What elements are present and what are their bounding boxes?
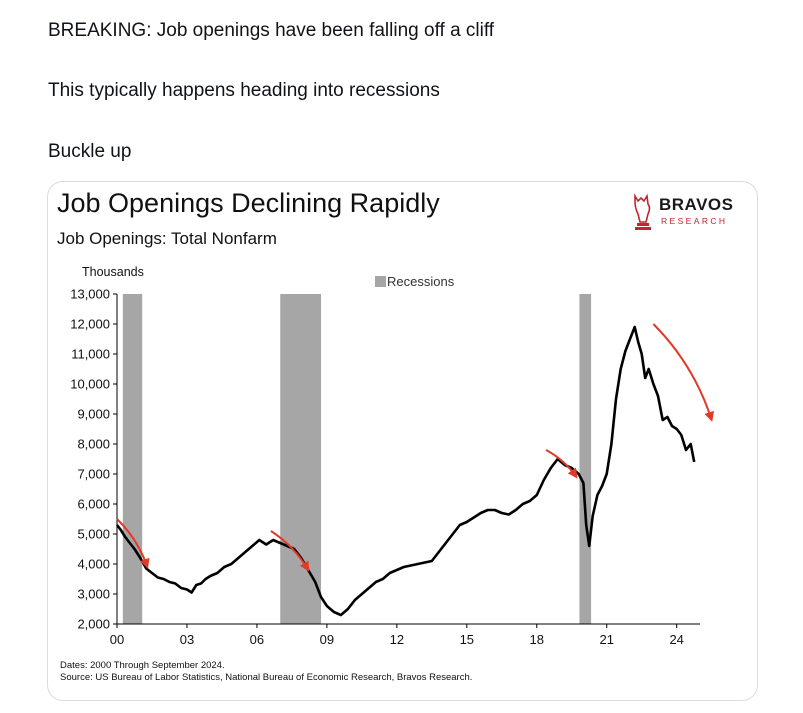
y-tick-label: 10,000: [70, 377, 110, 392]
job-openings-chart: 2,000 3,000 4,000 5,000 6,000 7,000 8,000 9,000…: [70, 265, 714, 647]
brand-subtitle: RESEARCH: [661, 216, 728, 226]
y-tick-label: 6,000: [77, 497, 110, 512]
y-tick-label: 12,000: [70, 317, 110, 332]
x-tick-label: 21: [599, 632, 613, 647]
chart-image-card[interactable]: Job Openings Declining Rapidly Job Openi…: [47, 181, 758, 701]
legend-swatch-recessions: [375, 276, 386, 287]
x-tick-label: 09: [320, 632, 334, 647]
x-tick-label: 24: [669, 632, 683, 647]
trend-arrow-2: [270, 530, 310, 572]
brand-name: BRAVOS: [659, 195, 734, 214]
bull-chess-knight-icon: [634, 193, 651, 230]
chart-subtitle: Job Openings: Total Nonfarm: [57, 229, 277, 248]
y-tick-label: 7,000: [77, 467, 110, 482]
y-tick-label: 9,000: [77, 407, 110, 422]
y-tick-label: 8,000: [77, 437, 110, 452]
y-tick-label: 13,000: [70, 287, 110, 302]
tweet-text-line-1: BREAKING: Job openings have been falling…: [48, 20, 495, 41]
trend-arrow-1: [116, 518, 150, 569]
y-tick-label: 2,000: [77, 617, 110, 632]
x-tick-label: 12: [390, 632, 404, 647]
recession-band-1: [122, 294, 143, 624]
brand-logo: BRAVOS RESEARCH: [623, 188, 743, 238]
y-tick-label: 5,000: [77, 527, 110, 542]
y-axis-label: Thousands: [82, 265, 144, 279]
recession-band-2: [280, 294, 322, 624]
y-tick-label: 4,000: [77, 557, 110, 572]
tweet-text-line-2: This typically happens heading into rece…: [48, 80, 440, 101]
y-tick-label: 3,000: [77, 587, 110, 602]
chart-title: Job Openings Declining Rapidly: [57, 188, 440, 218]
x-tick-label: 03: [180, 632, 194, 647]
source-note: Source: US Bureau of Labor Statistics, N…: [60, 672, 473, 683]
x-tick-label: 18: [530, 632, 544, 647]
x-tick-label: 06: [250, 632, 264, 647]
recession-band-3: [579, 294, 592, 624]
dates-note: Dates: 2000 Through September 2024.: [60, 660, 225, 671]
x-tick-label: 00: [110, 632, 124, 647]
y-tick-label: 11,000: [71, 347, 110, 362]
trend-arrow-4: [652, 323, 714, 422]
legend-label-recessions: Recessions: [387, 274, 455, 289]
x-tick-label: 15: [460, 632, 474, 647]
tweet-text-line-3: Buckle up: [48, 141, 132, 162]
trend-arrow-3: [545, 449, 578, 479]
job-openings-series-line: [115, 325, 696, 617]
